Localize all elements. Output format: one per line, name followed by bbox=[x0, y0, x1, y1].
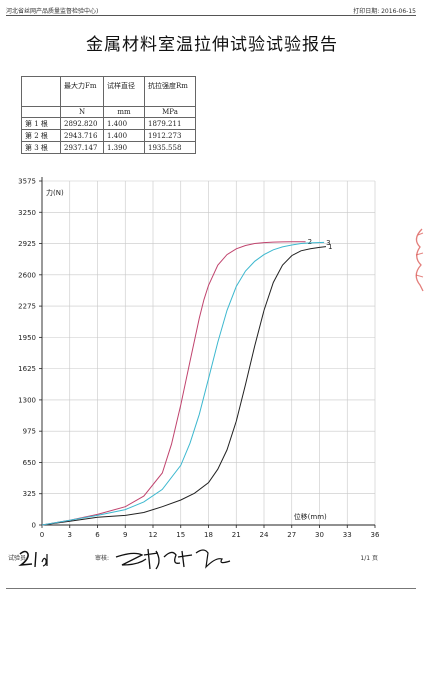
results-cell: 1912.273 bbox=[144, 129, 196, 142]
series-line-2 bbox=[41, 241, 306, 526]
x-tick-label: 15 bbox=[176, 531, 185, 539]
footer-divider bbox=[6, 588, 416, 589]
y-tick-label: 3250 bbox=[18, 209, 36, 217]
tester-signature bbox=[18, 550, 48, 568]
results-cell: 1935.558 bbox=[144, 141, 196, 154]
y-tick-label: 1300 bbox=[18, 396, 36, 404]
x-tick-label: 18 bbox=[204, 531, 213, 539]
y-tick-label: 2600 bbox=[18, 271, 36, 279]
series-label-3: 3 bbox=[326, 239, 330, 247]
x-tick-label: 0 bbox=[40, 531, 44, 539]
results-header-cell bbox=[21, 76, 61, 107]
x-tick-label: 21 bbox=[232, 531, 241, 539]
results-unit-cell bbox=[21, 106, 61, 118]
y-tick-label: 2925 bbox=[18, 240, 36, 248]
x-tick-label: 9 bbox=[123, 531, 127, 539]
results-cell: 2943.716 bbox=[60, 129, 104, 142]
x-tick-label: 3 bbox=[68, 531, 72, 539]
reviewer-signature bbox=[115, 548, 231, 570]
results-cell: 2892.820 bbox=[60, 117, 104, 130]
results-header-cell: 抗拉强度Rm bbox=[144, 76, 196, 107]
results-unit-cell: N bbox=[60, 106, 104, 118]
red-stamp-edge bbox=[415, 228, 424, 292]
x-tick-label: 12 bbox=[149, 531, 158, 539]
y-tick-label: 0 bbox=[32, 522, 36, 530]
results-table: 最大力Fm 试样直径 抗拉强度Rm N mm MPa 第 1 根 2892.82… bbox=[21, 76, 196, 154]
results-header-cell: 试样直径 bbox=[103, 76, 145, 107]
results-unit-cell: MPa bbox=[144, 106, 196, 118]
results-cell: 1.390 bbox=[103, 141, 145, 154]
tester-label: 试验员: bbox=[8, 555, 29, 562]
results-row: 第 3 根 2937.147 1.390 1935.558 bbox=[21, 141, 196, 154]
series-line-3 bbox=[41, 241, 325, 526]
y-tick-label: 2275 bbox=[18, 303, 36, 311]
x-tick-label: 6 bbox=[95, 531, 100, 539]
y-tick-label: 650 bbox=[23, 459, 36, 467]
results-unit-row: N mm MPa bbox=[21, 106, 196, 118]
y-tick-label: 1950 bbox=[18, 334, 36, 342]
series-line-1 bbox=[41, 246, 327, 526]
results-row: 第 1 根 2892.820 1.400 1879.211 bbox=[21, 117, 196, 130]
results-cell: 2937.147 bbox=[60, 141, 104, 154]
x-axis-label: 位移(mm) bbox=[294, 512, 327, 521]
results-cell: 1879.211 bbox=[144, 117, 196, 130]
header-org: 河北省丝网产品质量监督检验中心) bbox=[6, 8, 99, 15]
results-cell: 1.400 bbox=[103, 117, 145, 130]
x-tick-label: 36 bbox=[371, 531, 380, 539]
x-tick-label: 33 bbox=[343, 531, 352, 539]
x-tick-label: 27 bbox=[287, 531, 296, 539]
y-tick-label: 325 bbox=[23, 490, 36, 498]
page-number: 1/1 页 bbox=[360, 555, 378, 562]
series-label-1: 1 bbox=[328, 243, 332, 251]
y-tick-label: 3575 bbox=[18, 178, 36, 186]
x-tick-label: 30 bbox=[315, 531, 324, 539]
x-tick-label: 24 bbox=[260, 531, 269, 539]
results-row: 第 2 根 2943.716 1.400 1912.273 bbox=[21, 129, 196, 142]
y-axis-label: 力(N) bbox=[46, 188, 64, 197]
y-tick-label: 975 bbox=[23, 428, 36, 436]
results-cell: 第 2 根 bbox=[21, 129, 61, 142]
results-header-row: 最大力Fm 试样直径 抗拉强度Rm bbox=[21, 76, 196, 107]
results-cell: 第 1 根 bbox=[21, 117, 61, 130]
results-cell: 第 3 根 bbox=[21, 141, 61, 154]
report-title: 金属材料室温拉伸试验试验报告 bbox=[86, 35, 338, 55]
results-unit-cell: mm bbox=[103, 106, 145, 118]
results-header-cell: 最大力Fm bbox=[60, 76, 104, 107]
header-print-date: 打印日期: 2016-06-15 bbox=[353, 8, 416, 15]
series-label-2: 2 bbox=[308, 238, 312, 246]
header-divider bbox=[6, 15, 416, 16]
reviewer-label: 审核: bbox=[95, 555, 110, 562]
y-tick-label: 1625 bbox=[18, 365, 36, 373]
force-displacement-chart: 0 3 6 9 12 15 18 21 24 27 30 33 36032565097513001625… bbox=[18, 177, 380, 539]
results-cell: 1.400 bbox=[103, 129, 145, 142]
